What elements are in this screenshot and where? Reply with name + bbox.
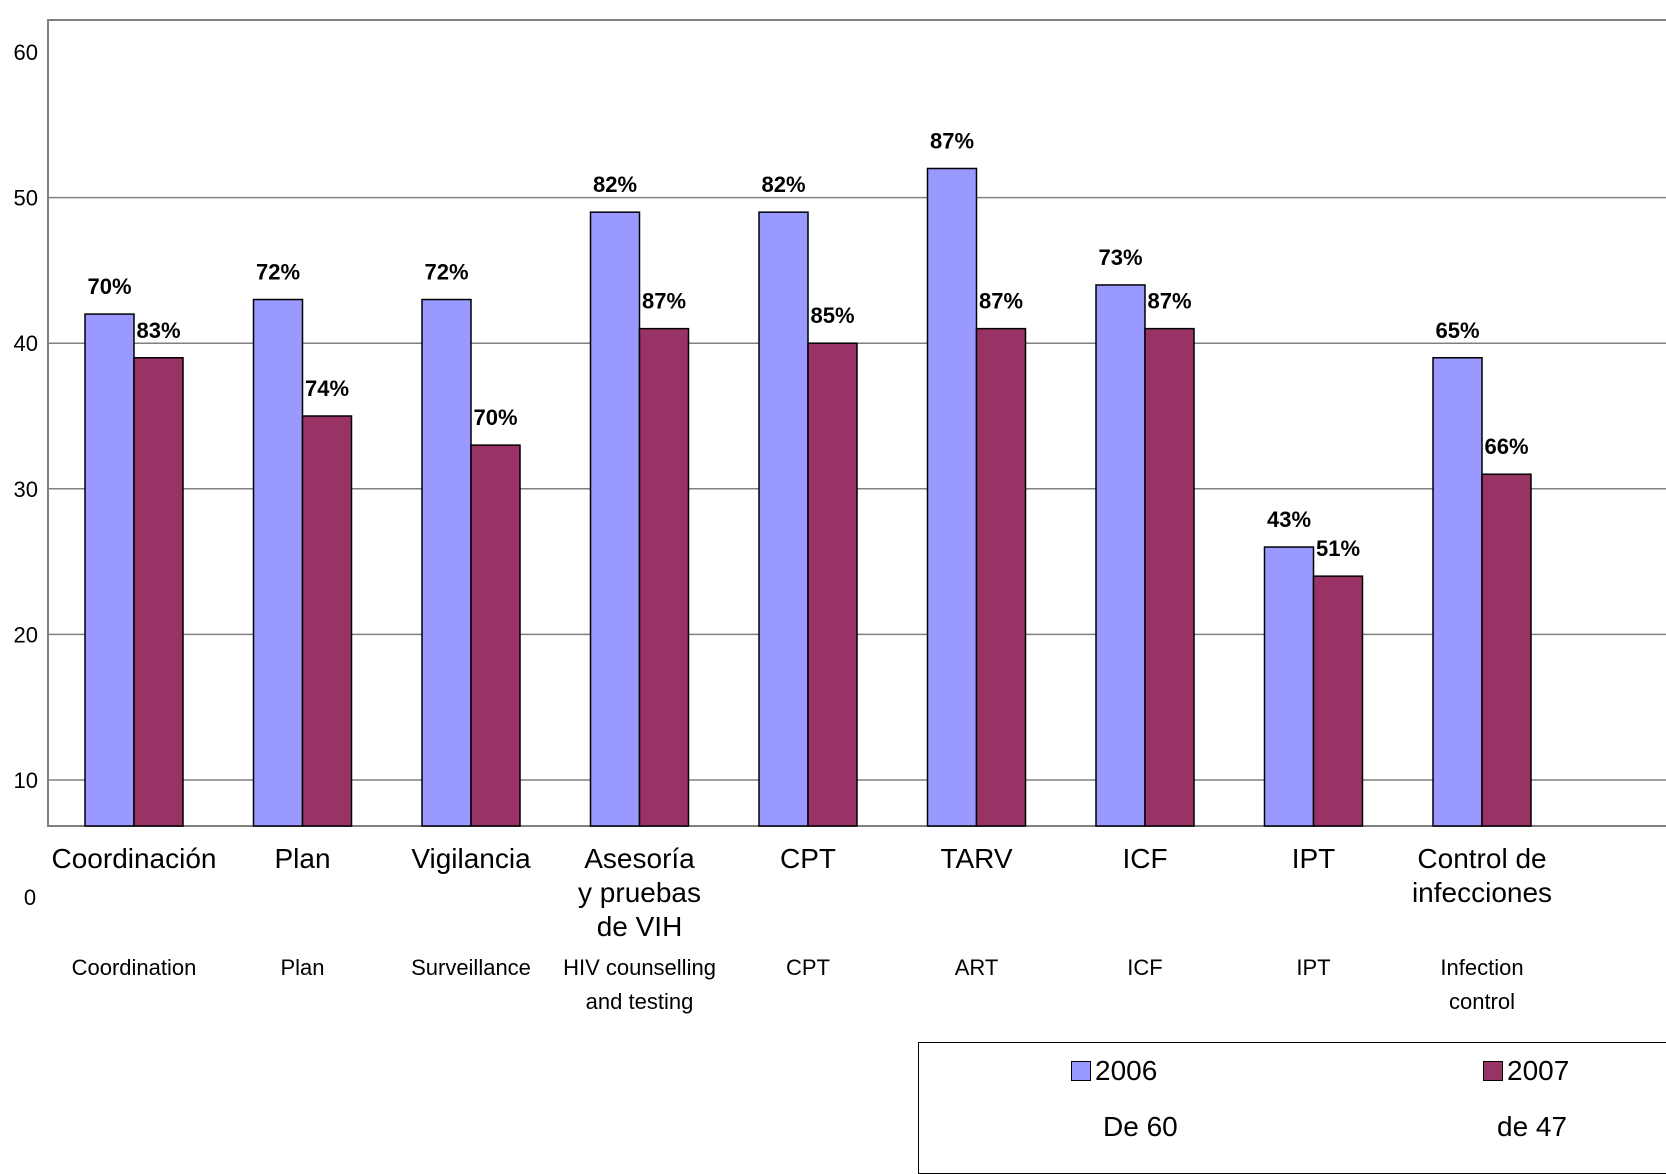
data-label-2006-2: 72% xyxy=(424,260,468,285)
category-label-en-1: Plan xyxy=(280,955,324,980)
data-label-2006-0: 70% xyxy=(87,274,131,299)
bar-2007-4 xyxy=(807,342,858,827)
category-label-en-4: CPT xyxy=(786,955,830,980)
category-label-en-0: Coordination xyxy=(72,955,197,980)
bar-2007-7 xyxy=(1312,575,1364,827)
data-label-2007-7: 51% xyxy=(1316,536,1360,561)
bar-2007-8 xyxy=(1481,473,1532,827)
category-label-es-1: Plan xyxy=(274,843,330,874)
data-labels: 70%83%72%74%72%70%82%87%82%85%87%87%73%8… xyxy=(87,128,1528,561)
data-label-2006-8: 65% xyxy=(1435,318,1479,343)
data-label-2007-0: 83% xyxy=(136,318,180,343)
bar-2006-7 xyxy=(1263,546,1315,827)
data-label-2007-5: 87% xyxy=(979,289,1023,314)
data-label-2006-4: 82% xyxy=(761,172,805,197)
legend-swatch-2006 xyxy=(1071,1061,1091,1081)
legend-label-2006: 2006 xyxy=(1095,1055,1158,1086)
y-tick-label-60: 60 xyxy=(14,40,38,65)
legend-note-2007: de 47 xyxy=(1497,1111,1568,1142)
bar-2006-2 xyxy=(421,298,472,827)
y-tick-label-30: 30 xyxy=(14,477,38,502)
data-label-2006-1: 72% xyxy=(256,260,300,285)
bar-2006-4 xyxy=(758,211,809,827)
category-label-es-2: Vigilancia xyxy=(411,843,531,874)
bar-2006-5 xyxy=(926,167,978,827)
category-label-es-8: Control de infecciones xyxy=(1412,843,1552,908)
data-label-2006-7: 43% xyxy=(1267,507,1311,532)
bar-2006-6 xyxy=(1095,284,1146,827)
bar-2007-2 xyxy=(470,444,521,827)
bars xyxy=(84,167,1532,827)
bar-2006-1 xyxy=(252,298,304,827)
category-label-en-7: IPT xyxy=(1296,955,1330,980)
legend-note-2006: De 60 xyxy=(1103,1111,1178,1142)
category-label-en-3: HIV counselling and testing xyxy=(563,955,716,1014)
data-label-2007-8: 66% xyxy=(1484,434,1528,459)
category-label-es-6: ICF xyxy=(1122,843,1167,874)
y-tick-label-0: 0 xyxy=(24,885,36,910)
data-label-2006-3: 82% xyxy=(593,172,637,197)
data-label-2007-6: 87% xyxy=(1147,289,1191,314)
bar-2007-6 xyxy=(1144,327,1195,827)
bar-2006-3 xyxy=(589,211,641,827)
category-label-es-0: Coordinación xyxy=(52,843,217,874)
bar-2007-3 xyxy=(638,327,690,827)
bar-2007-5 xyxy=(975,327,1027,827)
bar-2007-1 xyxy=(301,415,353,827)
legend-entry-2006: 2006 xyxy=(1071,1055,1157,1087)
category-label-es-7: IPT xyxy=(1292,843,1336,874)
legend-swatch-2007 xyxy=(1483,1061,1503,1081)
y-axis-ticks: 10 20 30 40 50 60 0 xyxy=(14,40,38,910)
category-label-es-5: TARV xyxy=(940,843,1012,874)
y-tick-label-50: 50 xyxy=(14,186,38,211)
legend-label-2007: 2007 xyxy=(1507,1055,1570,1086)
y-tick-label-40: 40 xyxy=(14,331,38,356)
category-label-en-6: ICF xyxy=(1127,955,1162,980)
bar-2006-8 xyxy=(1432,357,1483,827)
bar-2007-0 xyxy=(133,357,184,827)
legend-entry-2007: 2007 xyxy=(1483,1055,1569,1087)
y-tick-label-20: 20 xyxy=(14,622,38,647)
category-label-en-5: ART xyxy=(955,955,999,980)
category-labels: Coordinación Plan Vigilancia Asesoría y prue… xyxy=(52,843,1553,1014)
data-label-2007-2: 70% xyxy=(473,405,517,430)
plot-area-border xyxy=(47,19,1666,827)
data-label-2007-4: 85% xyxy=(810,303,854,328)
y-tick-label-10: 10 xyxy=(14,768,38,793)
bar-2006-0 xyxy=(84,313,135,827)
category-label-es-3: Asesoría y pruebas de VIH xyxy=(578,843,701,942)
data-label-2006-6: 73% xyxy=(1098,245,1142,270)
data-label-2007-3: 87% xyxy=(642,289,686,314)
category-label-en-8: Infection control xyxy=(1440,955,1523,1014)
category-label-es-4: CPT xyxy=(780,843,836,874)
legend: 2006 De 60 2007 de 47 xyxy=(918,1042,1666,1174)
category-label-en-2: Surveillance xyxy=(411,955,531,980)
data-label-2006-5: 87% xyxy=(930,128,974,153)
data-label-2007-1: 74% xyxy=(305,376,349,401)
